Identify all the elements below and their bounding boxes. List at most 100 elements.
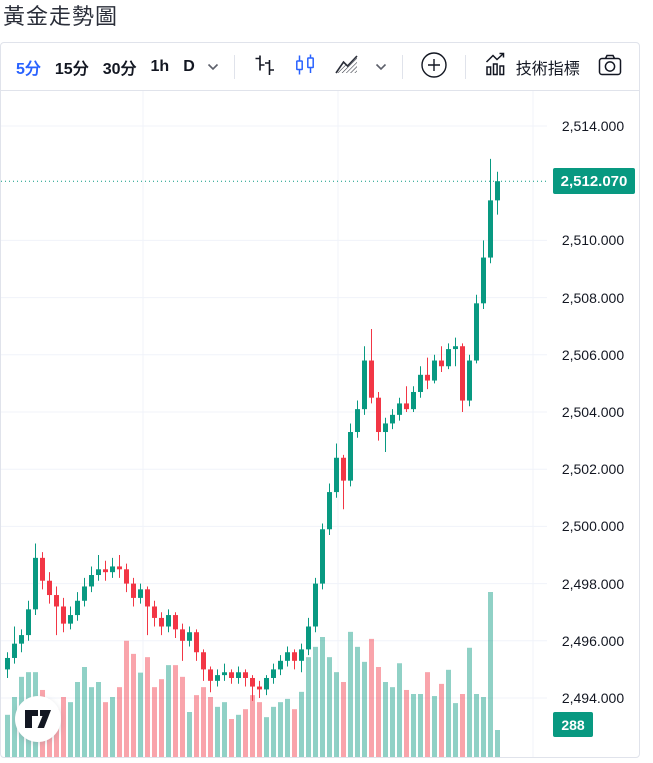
interval-button-1d[interactable]: D	[178, 54, 200, 80]
candle-body	[481, 257, 486, 304]
candle-body	[96, 569, 101, 576]
compare-add-button[interactable]	[415, 48, 453, 85]
indicators-button[interactable]: 技術指標	[478, 47, 584, 87]
candle-body	[236, 672, 241, 678]
price-tick-label: 2,502.000	[561, 461, 625, 478]
area-chart-type-button[interactable]	[329, 50, 365, 83]
volume-bar	[54, 709, 59, 757]
volume-bar	[446, 669, 451, 757]
candle-body	[103, 569, 108, 573]
volume-bar	[411, 694, 416, 757]
candle-body	[89, 575, 94, 587]
candle-body	[26, 609, 31, 636]
candle-body	[117, 566, 122, 570]
candle-body	[355, 409, 360, 433]
candle-body	[243, 672, 248, 678]
candle-body	[194, 632, 199, 653]
volume-bar	[89, 687, 94, 757]
candle-body	[82, 586, 87, 601]
candle-body	[61, 606, 66, 624]
candle-body	[201, 652, 206, 670]
candle-body	[306, 626, 311, 650]
candle-body	[334, 457, 339, 493]
candlestick-chart-canvas[interactable]	[1, 91, 639, 757]
volume-bar	[481, 697, 486, 757]
candle-body	[446, 349, 451, 367]
chevron-down-icon	[375, 59, 387, 74]
candle-body	[173, 615, 178, 630]
price-tick-label: 2,500.000	[561, 518, 625, 535]
volume-bar	[117, 687, 122, 757]
volume-bar	[306, 657, 311, 757]
candle-body	[271, 669, 276, 678]
volume-bar	[404, 689, 409, 757]
volume-bar	[425, 672, 430, 757]
volume-bar	[68, 702, 73, 757]
plus-circle-icon	[419, 50, 449, 83]
area-chart-icon	[333, 52, 361, 81]
volume-bar	[390, 687, 395, 757]
interval-button-30m[interactable]: 30分	[98, 51, 142, 83]
volume-bar	[173, 665, 178, 757]
interval-button-1h[interactable]: 1h	[146, 54, 175, 80]
volume-bar	[495, 730, 500, 757]
volume-bar	[12, 697, 17, 757]
price-tick-label: 2,494.000	[561, 690, 625, 706]
volume-bar	[201, 687, 206, 757]
tradingview-logo[interactable]	[15, 696, 61, 742]
volume-bar	[418, 694, 423, 757]
volume-bar	[453, 703, 458, 757]
volume-bar	[369, 638, 374, 757]
candle-body	[362, 360, 367, 410]
candle-body	[47, 580, 52, 596]
candle-body	[208, 669, 213, 681]
candle-body	[397, 403, 402, 415]
interval-button-5m[interactable]: 5分	[11, 51, 46, 83]
volume-bar	[138, 672, 143, 757]
volume-bar	[285, 698, 290, 757]
volume-bar	[96, 682, 101, 757]
candle-body	[418, 374, 423, 392]
volume-bar	[467, 647, 472, 757]
screenshot-button[interactable]	[591, 48, 629, 85]
price-axis[interactable]: 2,514.000 2,510.000 2,508.000 2,506.000 2,50…	[547, 91, 639, 757]
candle-body	[264, 677, 269, 690]
candle-body	[299, 649, 304, 661]
volume-bar	[348, 631, 353, 757]
volume-bar	[187, 712, 192, 757]
volume-bar	[313, 646, 318, 757]
volume-bar	[320, 637, 325, 757]
hlc-bars-icon	[251, 52, 277, 81]
price-tick-label: 2,514.000	[561, 118, 625, 134]
candle-body	[40, 557, 45, 581]
candle-body	[453, 346, 458, 350]
volume-bar	[145, 657, 150, 757]
candle-body	[292, 652, 297, 661]
candle-body	[327, 492, 332, 530]
candle-body	[222, 672, 227, 676]
volume-bar	[292, 709, 297, 757]
candle-body	[250, 677, 255, 687]
candle-body	[383, 423, 388, 433]
volume-bar	[124, 640, 129, 757]
candle-body	[467, 360, 472, 401]
candles-chart-type-button[interactable]	[288, 50, 322, 83]
volume-bar	[82, 667, 87, 757]
chart-type-dropdown-button[interactable]	[372, 55, 390, 78]
candle-body	[348, 432, 353, 481]
volume-bar	[110, 697, 115, 757]
chart-type-group	[247, 50, 390, 83]
volume-bar	[180, 676, 185, 757]
candle-body	[5, 657, 10, 670]
candle-body	[110, 566, 115, 573]
candle-body	[152, 606, 157, 618]
interval-dropdown-button[interactable]	[204, 55, 222, 78]
volume-bar	[488, 592, 493, 757]
volume-bar	[376, 667, 381, 757]
bar-chart-type-button[interactable]	[247, 50, 281, 83]
candle-body	[75, 600, 80, 616]
candle-body	[145, 589, 150, 607]
candle-body	[285, 652, 290, 661]
interval-button-15m[interactable]: 15分	[50, 51, 94, 83]
volume-bar	[327, 657, 332, 757]
